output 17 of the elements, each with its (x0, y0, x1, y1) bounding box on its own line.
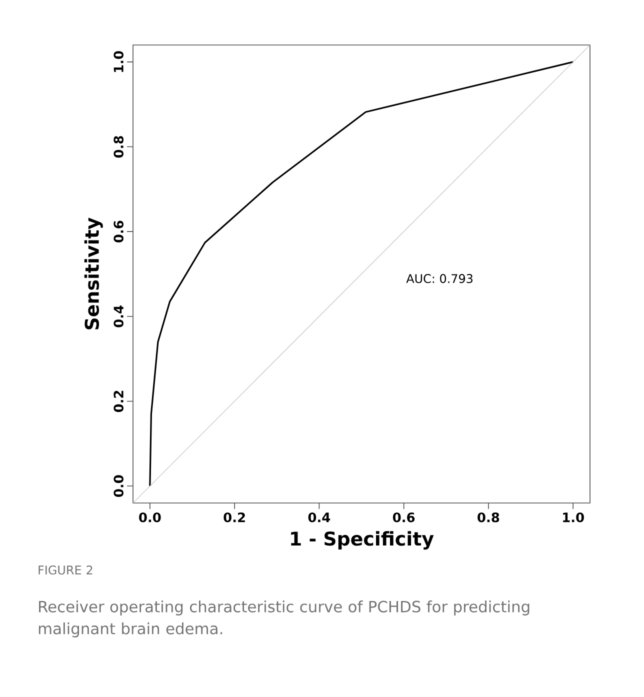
y-tick-label: 0.8 (114, 136, 124, 158)
x-axis-title: 1 - Specificity (291, 531, 434, 550)
y-tick-label: 1.0 (114, 51, 124, 72)
x-tick-label: 0.4 (308, 512, 330, 522)
y-tick-label: 0.4 (114, 306, 124, 328)
x-tick-label: 1.0 (563, 512, 584, 522)
annotation: AUC: 0.793 (406, 274, 472, 284)
x-tick-label: 0.2 (224, 512, 245, 522)
y-axis-title: Sensitivity (84, 218, 103, 330)
text: Receiver operating characteristic curve of PCHDS for predicting malignant brain edema. (38, 600, 530, 638)
y-tick-label: 0.0 (114, 475, 124, 497)
x-tick-label: 0.0 (139, 512, 161, 522)
x-tick-label: 0.6 (392, 512, 415, 522)
y-tick-label: 0.2 (114, 390, 124, 412)
y-tick-label: 0.6 (114, 220, 124, 242)
x-tick-label: 0.8 (478, 512, 500, 522)
caption: FIGURE 2 (38, 566, 92, 575)
